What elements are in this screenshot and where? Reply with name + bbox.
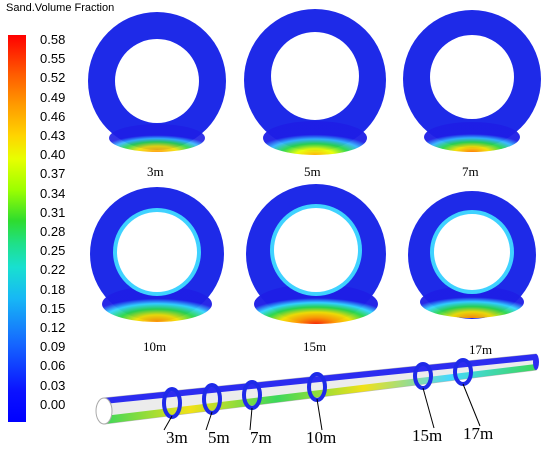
legend-tick: 0.58 xyxy=(40,32,66,47)
ring-label-3m: 3m xyxy=(147,164,164,179)
cross-section-17m xyxy=(408,191,536,319)
legend-tick: 0.00 xyxy=(40,396,66,412)
legend-tick: 0.03 xyxy=(40,377,66,393)
ring-label-5m: 5m xyxy=(304,164,321,179)
ring-label-7m: 7m xyxy=(462,164,479,179)
color-scale-bar xyxy=(8,35,26,422)
legend-tick: 0.46 xyxy=(40,108,66,124)
legend-tick: 0.15 xyxy=(40,300,66,316)
legend-tick: 0.31 xyxy=(40,204,66,220)
legend-tick: 0.22 xyxy=(40,262,66,278)
legend-tick: 0.09 xyxy=(40,339,66,355)
legend-tick: 0.49 xyxy=(40,89,66,105)
cross-section-7m xyxy=(403,10,541,152)
legend-tick: 0.40 xyxy=(40,147,66,163)
ring-label-15m: 15m xyxy=(303,339,327,354)
pipe-label-10m: 10m xyxy=(306,428,337,447)
pipe-3d-view xyxy=(95,353,539,431)
legend-tick: 0.52 xyxy=(40,70,66,86)
legend-tick: 0.18 xyxy=(40,281,66,297)
ring-label-10m: 10m xyxy=(143,339,167,354)
legend-tick: 0.28 xyxy=(40,224,66,239)
cross-section-10m xyxy=(90,187,224,322)
cross-section-5m xyxy=(244,9,386,155)
legend-tick: 0.12 xyxy=(40,320,66,335)
pipe-label-15m: 15m xyxy=(412,426,443,445)
pipe-label-17m: 17m xyxy=(463,424,494,443)
legend-tick: 0.55 xyxy=(40,51,66,67)
legend-tick: 0.25 xyxy=(40,243,66,259)
legend-tick: 0.06 xyxy=(40,358,66,374)
legend-title: Sand.Volume Fraction xyxy=(6,2,115,14)
pipe-label-3m: 3m xyxy=(166,428,188,447)
pipe-label-5m: 5m xyxy=(208,428,230,447)
legend-tick: 0.37 xyxy=(40,166,66,182)
legend-tick: 0.43 xyxy=(40,128,66,143)
legend-tick: 0.34 xyxy=(40,185,66,201)
cross-section-15m xyxy=(246,184,386,324)
cross-section-3m xyxy=(88,12,226,152)
ring-label-17m: 17m xyxy=(469,342,493,357)
pipe-label-7m: 7m xyxy=(250,428,272,447)
